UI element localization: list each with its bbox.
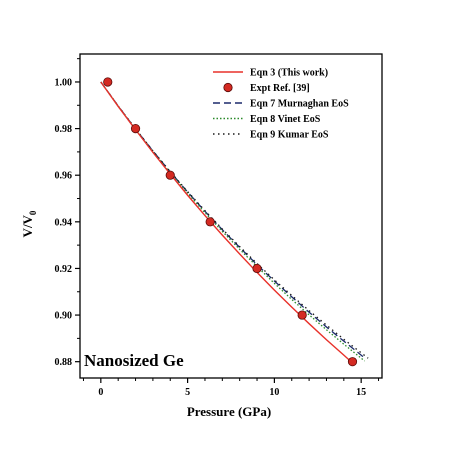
expt-point	[103, 77, 113, 87]
y-tick-label: 1.00	[55, 77, 73, 88]
series-layer	[100, 77, 369, 367]
legend-label: Eqn 7 Murnaghan EoS	[250, 99, 349, 110]
expt-point	[165, 170, 175, 180]
expt-point	[130, 123, 141, 134]
x-tick-label: 5	[185, 387, 190, 398]
x-tick-label: 15	[356, 387, 366, 398]
legend-label: Expt Ref. [39]	[250, 83, 310, 94]
y-tick-label: 0.88	[55, 357, 73, 368]
y-tick-label: 0.92	[55, 264, 73, 275]
expt-point	[347, 357, 358, 367]
series-line-0	[100, 81, 355, 366]
y-axis-title-main: V/V	[20, 214, 35, 237]
legend-marker	[223, 82, 233, 93]
y-axis-title-subscript: 0	[28, 210, 38, 215]
x-tick-label: 10	[269, 387, 279, 398]
annotation-label: Nanosized Ge	[84, 351, 184, 370]
series-line-2	[100, 81, 366, 359]
plot-frame	[79, 53, 383, 379]
series-line-4	[100, 81, 369, 359]
y-tick-label: 0.96	[55, 171, 73, 182]
series-line-3	[100, 81, 366, 362]
expt-point	[252, 263, 262, 274]
y-tick-label: 0.94	[55, 217, 73, 228]
legend-label: Eqn 8 Vinet EoS	[250, 114, 321, 125]
axes: 0 5 10 15 0.88 0.90 0.92 0.94 0.96 0.98 1.00	[55, 53, 383, 398]
expt-point	[205, 217, 215, 227]
legend-label: Eqn 9 Kumar EoS	[250, 130, 329, 141]
x-axis-title: Pressure (GPa)	[187, 404, 271, 419]
legend-label: Eqn 3 (This work)	[250, 68, 328, 79]
y-axis-title: V/V0	[20, 210, 38, 237]
legend: Eqn 3 (This work) Expt Ref. [39] Eqn 7 Mur…	[213, 68, 349, 141]
expt-point	[297, 310, 307, 320]
y-tick-label: 0.98	[55, 124, 73, 135]
y-tick-label: 0.90	[55, 311, 73, 322]
x-tick-label: 0	[98, 387, 103, 398]
